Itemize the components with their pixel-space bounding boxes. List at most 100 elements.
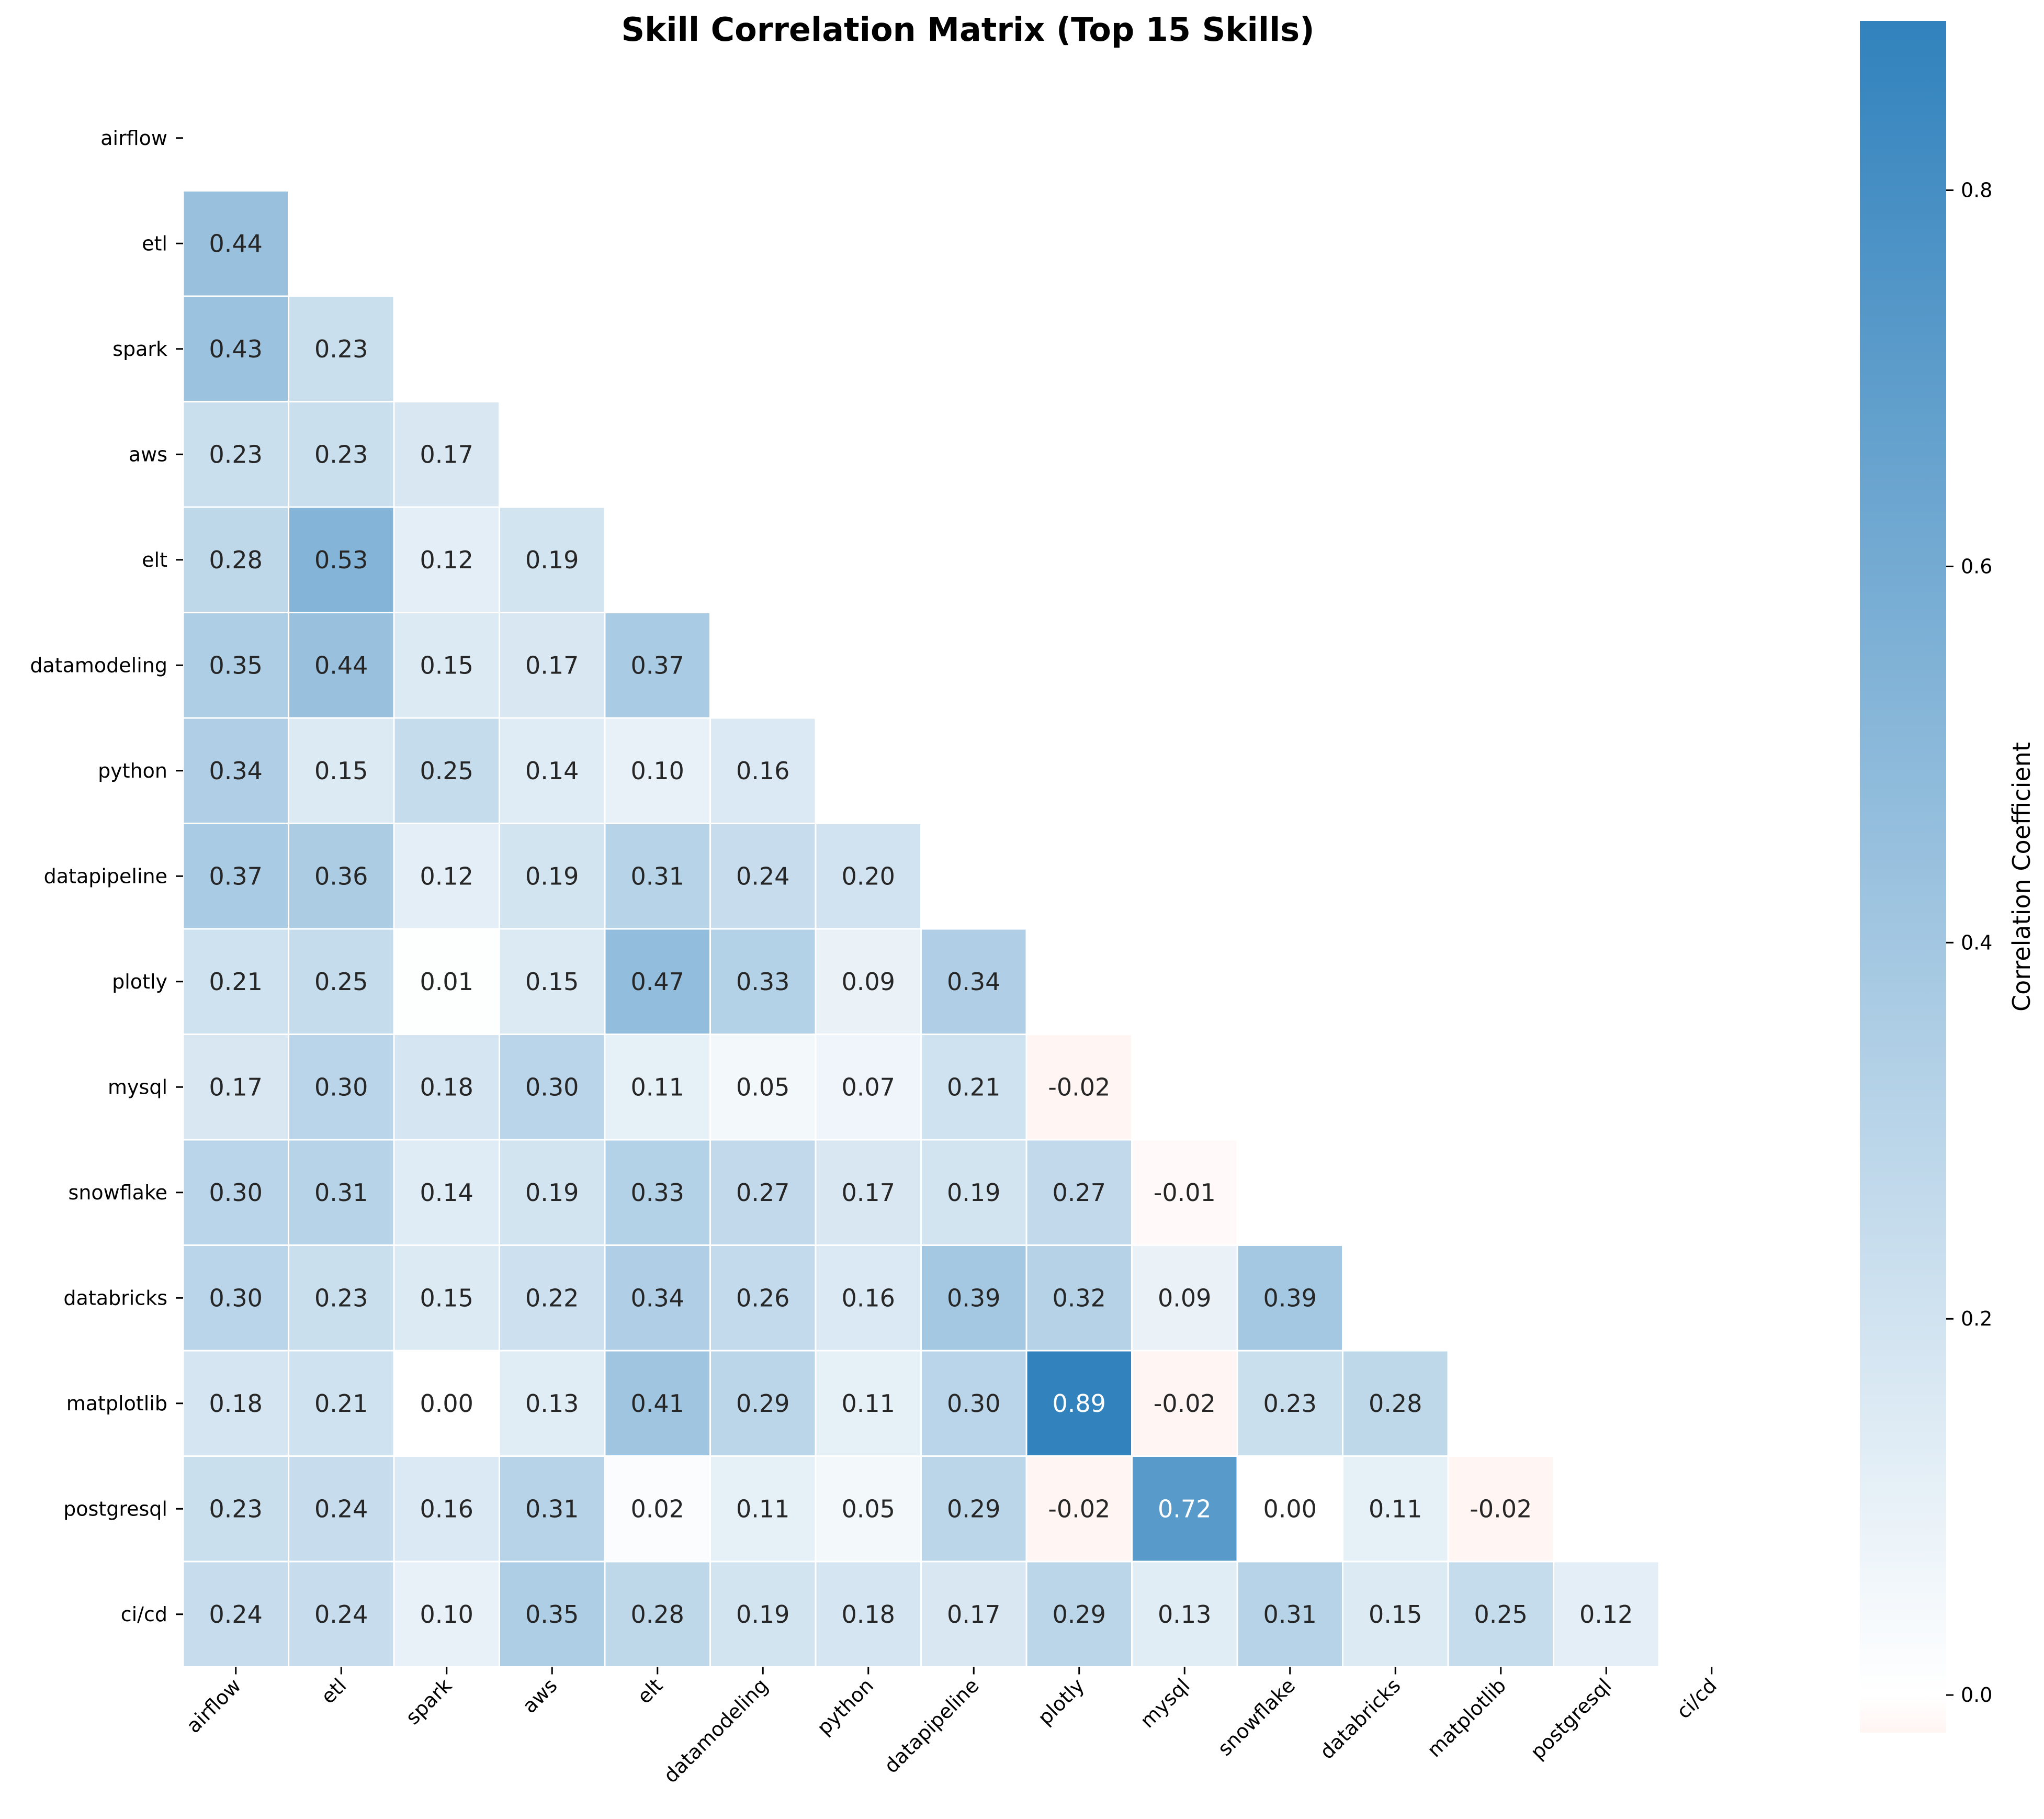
cell-value-label: 0.41 <box>631 1389 684 1418</box>
y-tick-label: matplotlib <box>66 1392 167 1415</box>
cell-value-label: 0.22 <box>525 1284 579 1312</box>
cell-value-label: 0.27 <box>1053 1178 1106 1207</box>
colorbar-tick-label: 0.6 <box>1961 555 1992 578</box>
cell-value-label: 0.23 <box>314 440 368 468</box>
heatmap-cell <box>499 1034 606 1141</box>
cell-value-label: 0.19 <box>525 862 579 890</box>
heatmap-cell <box>815 1560 922 1668</box>
cell-value-label: 0.23 <box>314 1284 368 1312</box>
cell-value-label: 0.33 <box>736 968 789 996</box>
heatmap-cell <box>604 612 711 719</box>
heatmap-cell <box>499 1560 606 1668</box>
heatmap-cell <box>709 1139 817 1246</box>
heatmap-cell <box>288 1350 395 1457</box>
heatmap-cell <box>499 506 606 613</box>
cell-value-label: 0.53 <box>314 546 368 574</box>
cell-value-label: 0.05 <box>842 1495 895 1523</box>
cell-value-label: 0.33 <box>631 1178 684 1207</box>
cell-value-label: 0.32 <box>1053 1284 1106 1312</box>
heatmap-cell <box>920 1560 1027 1668</box>
heatmap-cell <box>1025 1139 1133 1246</box>
heatmap-cell <box>1447 1560 1554 1668</box>
heatmap-cell <box>604 1560 711 1668</box>
cell-value-label: 0.17 <box>842 1178 895 1207</box>
cell-value-label: 0.30 <box>209 1178 263 1207</box>
x-tick-label: mysql <box>1136 1674 1194 1733</box>
cell-value-label: 0.20 <box>842 862 895 890</box>
cell-value-label: 0.35 <box>209 651 263 679</box>
cell-value-label: 0.28 <box>209 546 263 574</box>
heatmap-cell <box>182 928 289 1035</box>
x-tick-label: python <box>812 1674 878 1739</box>
heatmap-cell <box>499 1350 606 1457</box>
heatmap-cell <box>1447 1455 1554 1563</box>
colorbar: Correlation Coefficient 0.0 0.2 0.4 0.6 0.8 <box>1860 21 2036 1733</box>
cell-value-label: 0.18 <box>209 1389 263 1418</box>
cell-value-label: 0.12 <box>420 546 473 574</box>
cell-value-label: 0.02 <box>631 1495 684 1523</box>
heatmap-cell <box>182 1455 289 1563</box>
heatmap-cell <box>604 717 711 824</box>
cell-value-label: 0.17 <box>947 1600 1000 1629</box>
colorbar-tick-label: 0.8 <box>1961 179 1992 202</box>
cell-value-label: 0.13 <box>525 1389 579 1418</box>
cell-value-label: 0.35 <box>525 1600 579 1629</box>
y-tick-label: aws <box>129 443 167 466</box>
heatmap-cell <box>920 928 1027 1035</box>
heatmap-cell <box>499 717 606 824</box>
heatmap-cell <box>709 1455 817 1563</box>
cell-value-label: 0.09 <box>842 968 895 996</box>
cell-value-label: 0.28 <box>1369 1389 1422 1418</box>
heatmap-cell <box>1131 1350 1238 1457</box>
colorbar-tick-label: 0.2 <box>1961 1307 1992 1330</box>
heatmap-cell <box>288 1139 395 1246</box>
cell-value-label: 0.15 <box>420 1284 473 1312</box>
y-tick-label: ci/cd <box>121 1603 167 1626</box>
cell-value-label: 0.25 <box>420 757 473 785</box>
heatmap-cell <box>709 1350 817 1457</box>
x-tick-label: postgresql <box>1526 1674 1616 1764</box>
cell-value-label: 0.26 <box>736 1284 789 1312</box>
x-tick-label: airflow <box>182 1674 245 1737</box>
x-tick-label: etl <box>317 1674 351 1709</box>
heatmap-cell <box>288 823 395 930</box>
cell-value-label: 0.23 <box>314 335 368 363</box>
cell-value-label: 0.14 <box>420 1178 473 1207</box>
cell-value-label: 0.72 <box>1158 1495 1211 1523</box>
cell-value-label: 0.14 <box>525 757 579 785</box>
cell-value-label: 0.11 <box>736 1495 789 1523</box>
y-tick-label: mysql <box>108 1075 167 1098</box>
cell-value-label: 0.39 <box>1263 1284 1317 1312</box>
y-tick-label: plotly <box>112 970 167 993</box>
heatmap-cell <box>920 1139 1027 1246</box>
heatmap-cell <box>604 1139 711 1246</box>
heatmap-cell <box>1236 1560 1343 1668</box>
heatmap-cell <box>1236 1455 1343 1563</box>
heatmap-cell <box>1236 1244 1343 1352</box>
heatmap-cell <box>709 1034 817 1141</box>
cell-value-label: 0.15 <box>1369 1600 1422 1629</box>
cell-value-label: 0.00 <box>420 1389 473 1418</box>
cell-value-label: 0.23 <box>209 440 263 468</box>
cell-value-label: 0.27 <box>736 1178 789 1207</box>
cell-value-label: 0.28 <box>631 1600 684 1629</box>
heatmap-cell <box>1025 1560 1133 1668</box>
colorbar-tick-label: 0.4 <box>1961 931 1992 954</box>
cell-value-label: 0.29 <box>1053 1600 1106 1629</box>
cell-value-label: 0.19 <box>525 546 579 574</box>
heatmap-cell <box>182 1244 289 1352</box>
cell-value-label: 0.34 <box>947 968 1000 996</box>
heatmap-cell <box>709 1244 817 1352</box>
cell-value-label: 0.36 <box>314 862 368 890</box>
x-tick-label: datapipeline <box>879 1674 983 1778</box>
x-tick-label: datamodeling <box>659 1674 773 1788</box>
cell-value-label: 0.19 <box>736 1600 789 1629</box>
cell-value-label: 0.44 <box>314 651 368 679</box>
cell-value-label: 0.25 <box>1474 1600 1528 1629</box>
cell-value-label: 0.15 <box>420 651 473 679</box>
cell-value-label: 0.30 <box>209 1284 263 1312</box>
cell-value-label: 0.31 <box>314 1178 368 1207</box>
cell-value-label: 0.21 <box>314 1389 368 1418</box>
cell-value-label: 0.31 <box>631 862 684 890</box>
